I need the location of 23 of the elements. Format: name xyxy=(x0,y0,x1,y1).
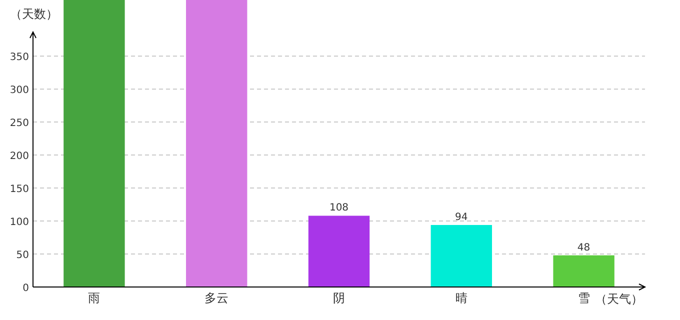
y-tick-label: 200 xyxy=(10,151,29,162)
x-tick-label: 雨 xyxy=(88,291,100,305)
data-label: 94 xyxy=(455,212,468,223)
y-tick-label: 0 xyxy=(22,283,29,294)
y-tick-label: 250 xyxy=(10,118,29,130)
x-tick-label: 雪 xyxy=(578,291,590,305)
x-tick-label: 晴 xyxy=(455,291,468,305)
bar xyxy=(64,0,125,287)
y-tick-label: 100 xyxy=(10,217,29,228)
bar xyxy=(308,216,370,287)
y-tick-label: 350 xyxy=(10,52,29,64)
x-tick-label: 多云 xyxy=(204,291,229,305)
x-axis-title: （天气） xyxy=(595,292,643,306)
y-tick-label: 50 xyxy=(16,250,29,262)
x-tick-label: 阴 xyxy=(333,291,345,305)
bar xyxy=(186,0,248,287)
y-tick-label: 300 xyxy=(10,85,29,96)
y-tick-label: 150 xyxy=(10,184,29,196)
bar xyxy=(430,224,492,287)
bar xyxy=(553,255,614,287)
data-label: 48 xyxy=(577,242,590,254)
y-axis-title: （天数） xyxy=(10,7,58,21)
data-label: 108 xyxy=(329,202,349,214)
